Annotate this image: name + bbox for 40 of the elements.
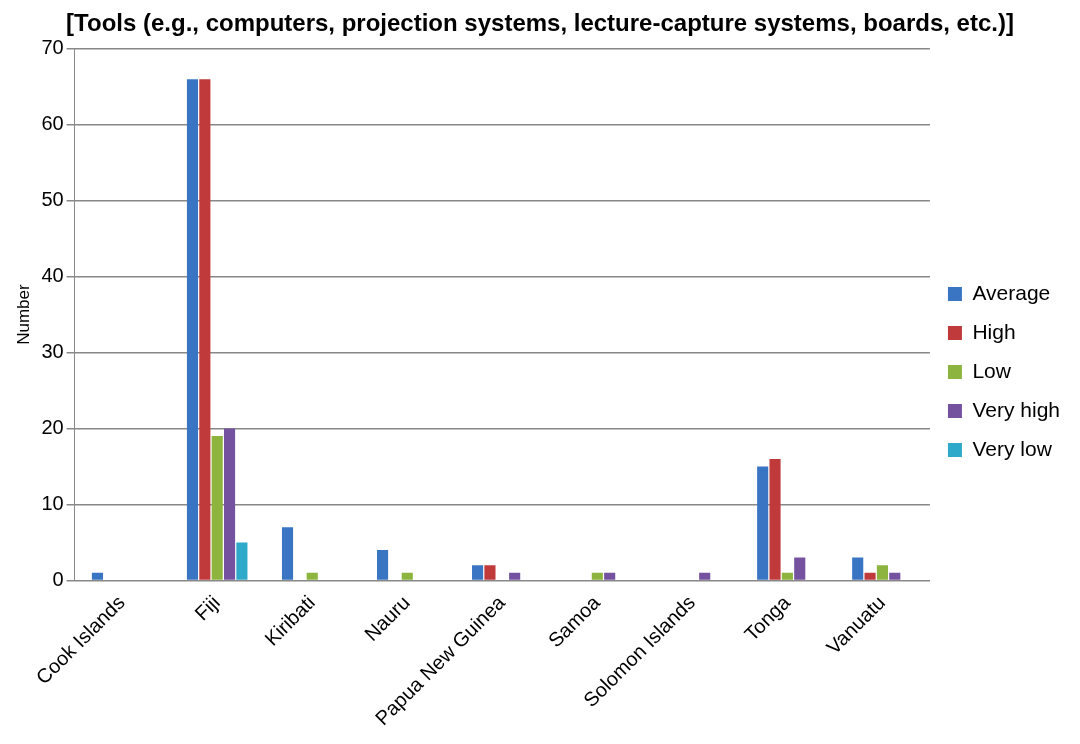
x-tick-label: Fiji <box>190 591 224 625</box>
bar <box>509 572 521 580</box>
bar <box>306 572 318 580</box>
bar <box>769 458 781 580</box>
bar <box>699 572 711 580</box>
bar <box>281 527 294 580</box>
legend-label: Average <box>972 280 1051 304</box>
chart-title: [Tools (e.g., computers, projection systems, lecture-capture systems, boards, etc.)] <box>66 9 1014 37</box>
y-axis-title: Number <box>13 284 33 345</box>
bar <box>876 565 888 580</box>
bar <box>236 542 248 580</box>
legend-label: Very low <box>972 436 1053 460</box>
bar <box>223 428 236 580</box>
y-tick-label: 0 <box>52 567 64 590</box>
bar <box>186 79 199 580</box>
y-tick-label: 70 <box>41 36 64 59</box>
y-tick-label: 20 <box>41 416 64 439</box>
legend-label: High <box>972 319 1016 343</box>
legend-label: Low <box>972 358 1012 382</box>
y-tick-label: 40 <box>41 264 64 287</box>
y-tick-label: 50 <box>41 188 64 211</box>
bar <box>376 550 389 580</box>
bar <box>864 572 876 580</box>
bar <box>91 572 104 580</box>
bar <box>757 466 769 580</box>
bar <box>199 79 211 580</box>
bar <box>604 572 616 580</box>
legend-label: Very high <box>972 397 1060 421</box>
y-tick-label: 30 <box>41 340 64 363</box>
bar <box>401 572 413 580</box>
y-tick-label: 60 <box>41 112 64 135</box>
bar <box>852 557 864 580</box>
bar <box>472 565 484 580</box>
bar <box>211 436 223 580</box>
bar <box>781 572 793 580</box>
y-tick-label: 10 <box>41 491 64 514</box>
bar <box>591 572 603 580</box>
bar <box>794 557 806 580</box>
bar <box>484 565 496 580</box>
bar <box>889 572 901 580</box>
